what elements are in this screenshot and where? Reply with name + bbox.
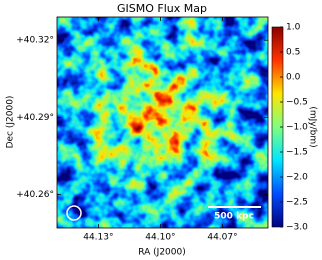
x-tick-label: 44.13° bbox=[83, 233, 113, 243]
y-tick-label: +40.26° bbox=[16, 190, 54, 200]
colorbar-tick-label: −3.0 bbox=[286, 223, 308, 233]
y-axis-label: Dec (J2000) bbox=[6, 96, 16, 149]
y-tick-label: +40.32° bbox=[16, 36, 54, 46]
y-tick-label: +40.29° bbox=[16, 113, 54, 123]
plot-frame bbox=[56, 16, 269, 229]
x-tick-label: 44.07° bbox=[207, 233, 237, 243]
colorbar-tick-label: 1.0 bbox=[286, 23, 301, 33]
chart-title: GISMO Flux Map bbox=[117, 2, 207, 15]
colorbar-tick-label: −2.0 bbox=[286, 173, 308, 183]
colorbar-tick-label: −1.5 bbox=[286, 148, 308, 158]
map-image bbox=[57, 17, 268, 228]
scale-label: 500 kpc bbox=[214, 212, 254, 222]
x-axis-label: RA (J2000) bbox=[138, 248, 186, 258]
beam bbox=[66, 205, 82, 221]
x-tick-label: 44.10° bbox=[145, 233, 175, 243]
colorbar-label: (mJy/bm) bbox=[308, 106, 318, 147]
colorbar-tick-label: −0.5 bbox=[286, 98, 308, 108]
flux-map bbox=[57, 17, 268, 228]
colorbar-tick-label: 0.0 bbox=[286, 73, 301, 83]
colorbar-tick-label: −1.0 bbox=[286, 123, 308, 133]
colorbar-tick-label: 0.5 bbox=[286, 48, 300, 58]
colorbar-tick-label: −2.5 bbox=[286, 198, 308, 208]
